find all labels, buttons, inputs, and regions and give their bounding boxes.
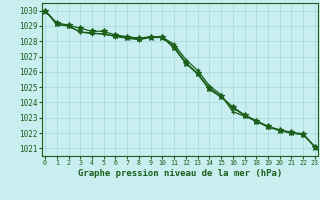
X-axis label: Graphe pression niveau de la mer (hPa): Graphe pression niveau de la mer (hPa) — [78, 169, 282, 178]
